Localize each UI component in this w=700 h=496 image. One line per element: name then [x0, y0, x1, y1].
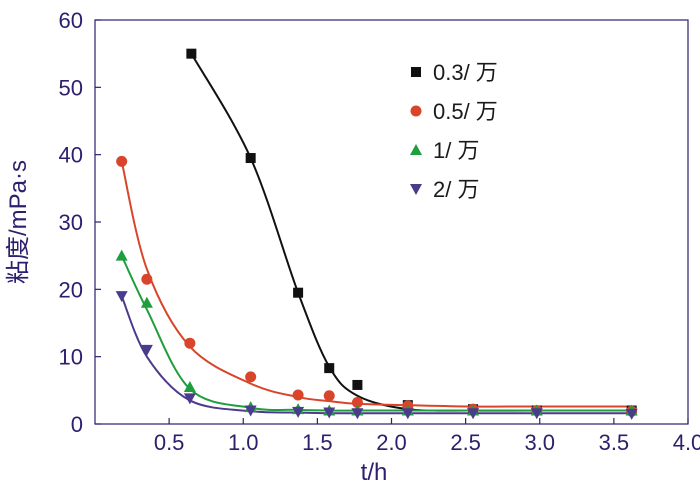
data-point-series-4 [292, 406, 305, 418]
legend-label-3: 1/ 万 [433, 138, 479, 163]
x-axis-label: t/h [361, 459, 388, 486]
y-tick-label: 0 [71, 412, 83, 437]
data-point-series-2 [116, 155, 128, 167]
x-tick-label: 1.5 [302, 430, 333, 455]
y-tick-label: 40 [59, 143, 83, 168]
fit-line-series-2 [120, 161, 632, 408]
x-tick-label: 3.5 [599, 430, 630, 455]
data-point-series-1 [293, 287, 304, 298]
data-point-series-4 [115, 291, 128, 303]
y-tick-label: 30 [59, 210, 83, 235]
data-point-series-1 [324, 363, 335, 374]
y-tick-label: 50 [59, 75, 83, 100]
plot-frame [94, 19, 689, 425]
data-point-series-2 [184, 337, 196, 349]
x-tick-label: 1.0 [228, 430, 259, 455]
x-tick-label: 2.5 [450, 430, 481, 455]
data-point-series-2 [245, 371, 257, 383]
data-point-series-2 [351, 396, 363, 408]
legend-label-1: 0.3/ 万 [433, 60, 498, 85]
data-point-series-4 [401, 408, 414, 420]
data-point-series-4 [323, 407, 336, 419]
data-point-series-2 [323, 390, 335, 402]
y-tick-label: 10 [59, 345, 83, 370]
x-tick-label: 0.5 [154, 430, 185, 455]
data-point-series-3 [140, 296, 153, 308]
y-tick-label: 60 [59, 8, 83, 33]
y-tick-label: 20 [59, 277, 83, 302]
plot-border [94, 19, 689, 425]
data-point-series-2 [292, 389, 304, 401]
legend-label-4: 2/ 万 [433, 177, 479, 202]
x-tick-label: 3.0 [524, 430, 555, 455]
data-point-series-2 [141, 273, 153, 285]
fit-lines [120, 53, 632, 415]
data-point-series-4 [183, 393, 196, 405]
data-point-series-4 [351, 408, 364, 420]
legend: 0.3/ 万 0.5/ 万 1/ 万 2/ 万 [410, 60, 498, 202]
data-point-series-1 [245, 153, 256, 164]
y-axis-label: 粘度/mPa·s [5, 160, 32, 284]
legend-marker-3 [410, 144, 422, 155]
data-markers [115, 48, 638, 420]
x-tick-label: 2.0 [376, 430, 407, 455]
data-point-series-4 [530, 408, 543, 420]
data-point-series-4 [244, 405, 257, 417]
legend-label-2: 0.5/ 万 [433, 99, 498, 124]
data-point-series-1 [352, 379, 363, 390]
legend-marker-4 [410, 184, 422, 195]
fit-line-series-1 [190, 53, 632, 412]
data-point-series-4 [467, 408, 480, 420]
legend-marker-2 [410, 105, 422, 117]
legend-marker-1 [411, 67, 421, 77]
data-point-series-1 [186, 48, 197, 59]
fit-line-series-3 [120, 255, 632, 412]
x-tick-label: 4.0 [673, 430, 700, 455]
data-point-series-4 [140, 344, 153, 356]
data-point-series-3 [183, 380, 196, 392]
axis-ticks: 0.5 1.0 1.5 2.0 2.5 3.0 3.5 4.0 0 10 20 30 40 50 60 [59, 8, 700, 455]
data-point-series-3 [115, 249, 128, 261]
data-point-series-4 [625, 408, 638, 420]
